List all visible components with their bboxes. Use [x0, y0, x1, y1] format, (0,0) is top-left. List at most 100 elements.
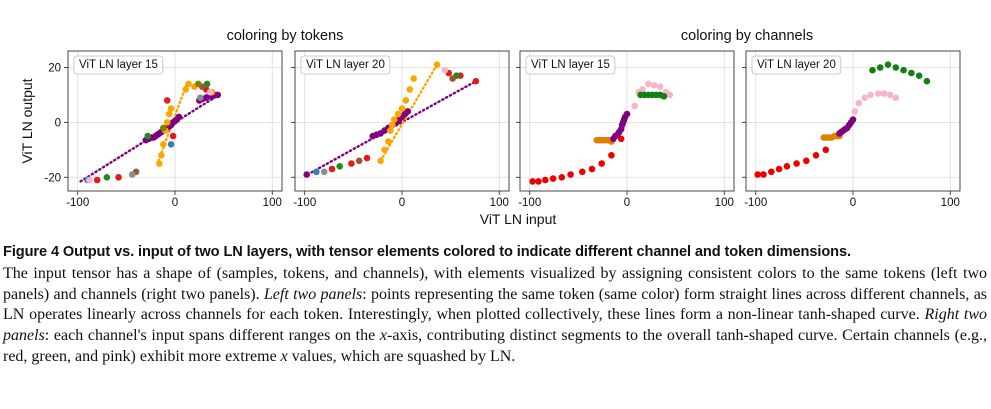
data-point-pink — [880, 90, 888, 97]
data-point-orange — [185, 80, 192, 88]
caption-part2: : points representing the same token (sa… — [3, 285, 988, 324]
x-tick-label: -100 — [518, 197, 541, 209]
data-point-orange — [433, 61, 441, 68]
data-point-brightred — [783, 163, 791, 170]
data-point-orange — [182, 86, 189, 93]
x-tick-label: 100 — [715, 197, 734, 209]
data-point-orange — [158, 152, 165, 159]
data-point-orange — [167, 105, 175, 112]
data-point-green — [203, 80, 211, 88]
data-point-brightred — [617, 135, 625, 143]
data-point-darkgreen — [876, 64, 884, 71]
data-point-brightred — [803, 157, 810, 165]
panel-title: ViT LN layer 15 — [531, 59, 610, 71]
panel-title-box — [73, 55, 164, 75]
data-point-pink — [206, 88, 214, 96]
data-point-pink — [875, 90, 882, 97]
data-point-red — [328, 165, 336, 173]
data-point-pink — [855, 99, 863, 107]
data-point-brightred — [535, 178, 542, 185]
panel-title-box — [525, 55, 616, 75]
data-point-darkgreen — [900, 66, 907, 74]
caption-left-label: Left two panels — [263, 285, 363, 303]
data-point-orange — [377, 157, 384, 165]
data-point-grey — [128, 171, 136, 178]
x-tick-label: 0 — [624, 197, 630, 209]
data-point-orange — [394, 110, 402, 118]
data-point-green — [144, 132, 152, 140]
data-point-brightred — [558, 174, 566, 181]
data-point-purple — [623, 110, 631, 118]
caption-part3: : each channel's input spans different r… — [44, 327, 380, 345]
data-point-darkgreen — [869, 66, 876, 74]
data-point-brightred — [760, 171, 767, 178]
caption-part4: -axis, contributing distinct segments to… — [3, 327, 987, 365]
series-line-orange — [379, 63, 439, 163]
data-point-blue — [313, 168, 320, 176]
x-tick-label: 0 — [172, 197, 178, 209]
figure-panels: coloring by tokens coloring by channels … — [19, 28, 961, 227]
panel-1: -100 0 100 -20 0 20 ViT LN layer 15 — [44, 50, 283, 209]
data-point-orange — [410, 75, 418, 82]
group-title-channels: coloring by channels — [681, 28, 813, 44]
shared-x-label: ViT LN input — [480, 211, 557, 227]
data-point-grey — [197, 94, 204, 101]
data-point-darkgreen — [884, 61, 892, 68]
figure-caption: Figure 4 Output vs. input of two LN laye… — [3, 242, 987, 368]
data-point-red — [93, 176, 101, 184]
data-point-olive — [160, 124, 167, 132]
panel-4: -100 0 100 ViT LN layer 20 — [742, 50, 961, 209]
data-point-purple — [303, 171, 311, 178]
data-point-brightred — [812, 152, 820, 159]
data-point-pink — [656, 83, 664, 90]
x-tick-label: -100 — [66, 197, 89, 209]
data-point-red — [348, 160, 355, 167]
data-point-pink — [86, 176, 93, 184]
data-point-red — [169, 132, 177, 140]
data-point-brightred — [579, 168, 586, 176]
data-point-brightred — [588, 165, 596, 173]
data-point-green — [103, 174, 111, 181]
data-point-brightred — [754, 171, 761, 178]
data-point-orange — [385, 138, 392, 145]
data-point-brightred — [567, 171, 574, 178]
data-point-brightred — [542, 176, 549, 184]
group-title-tokens: coloring by tokens — [227, 28, 344, 44]
caption-part1: The input tensor has a shape of (samples… — [3, 264, 987, 303]
y-tick-label: 20 — [48, 62, 61, 74]
x-tick-label: 100 — [941, 197, 960, 209]
data-point-orange — [398, 105, 406, 112]
x-tick-label: 100 — [490, 197, 509, 209]
data-point-brown — [355, 157, 363, 165]
data-point-orange — [156, 160, 163, 167]
data-point-orange — [390, 116, 398, 123]
data-point-pink — [645, 80, 652, 88]
data-point-pink — [441, 66, 449, 74]
panel-title-box — [300, 55, 391, 75]
caption-title: Figure 4 Output vs. input of two LN laye… — [3, 244, 851, 260]
data-point-orange — [389, 121, 396, 129]
data-point-orange — [402, 97, 410, 104]
x-tick-label: -100 — [744, 197, 767, 209]
data-point-red — [163, 97, 171, 104]
panel-title: ViT LN layer 20 — [306, 59, 385, 71]
data-point-purple — [214, 91, 222, 99]
data-point-brightred — [768, 168, 775, 176]
data-point-brightred — [822, 146, 830, 154]
data-point-pink — [861, 94, 868, 101]
data-point-brightred — [775, 165, 783, 173]
x-tick-label: -100 — [293, 197, 316, 209]
data-point-brightred — [608, 152, 615, 159]
data-point-darkgreen — [908, 69, 915, 77]
panel-title: ViT LN layer 15 — [79, 59, 158, 71]
data-point-pink — [867, 91, 874, 99]
caption-right-label: Right two panels — [3, 306, 987, 345]
data-point-brown — [449, 75, 456, 82]
panel-3: -100 0 100 ViT LN layer 15 — [516, 50, 735, 209]
data-point-blue — [167, 141, 175, 148]
x-tick-label: 100 — [263, 197, 282, 209]
panel-title-box — [751, 55, 842, 75]
data-point-purple — [175, 113, 183, 121]
data-point-pink — [650, 82, 658, 89]
x-tick-label: 0 — [850, 197, 856, 209]
